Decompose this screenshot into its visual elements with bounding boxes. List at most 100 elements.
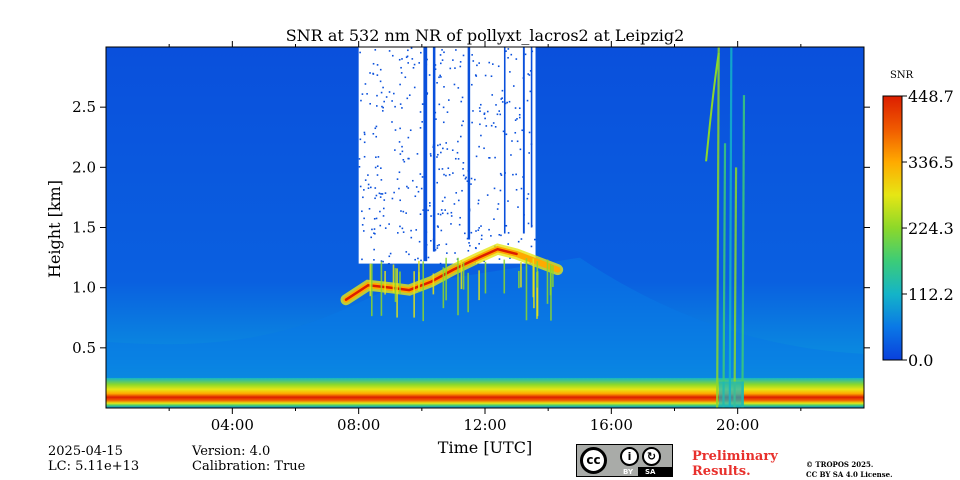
speckle — [405, 212, 407, 214]
speckle — [394, 105, 396, 108]
speckle — [375, 194, 378, 197]
badge-by-label: BY — [623, 468, 634, 476]
speckle — [496, 208, 499, 210]
speckle — [468, 208, 471, 211]
speckle — [458, 223, 461, 226]
speckle — [380, 260, 383, 262]
speckle — [434, 111, 437, 114]
speckle — [379, 80, 382, 83]
speckle — [384, 227, 387, 229]
speckle — [425, 244, 428, 246]
speckle — [441, 59, 444, 61]
speckle — [529, 90, 532, 93]
speckle — [442, 106, 445, 109]
speckle — [439, 54, 442, 56]
speckle — [507, 56, 509, 59]
speckle — [409, 129, 412, 132]
speckle — [505, 224, 508, 227]
speckle — [417, 257, 419, 260]
speckle — [477, 199, 480, 202]
speckle — [477, 229, 480, 231]
speckle — [421, 121, 424, 123]
speckle — [399, 225, 401, 228]
speckle — [424, 208, 427, 210]
speckle — [405, 56, 408, 59]
speckle — [388, 255, 391, 258]
speckle — [467, 170, 470, 172]
speckle — [507, 232, 510, 234]
speckle — [381, 110, 384, 112]
speckle — [500, 98, 503, 100]
speckle — [428, 202, 431, 204]
y-tick-label: 1.0 — [72, 279, 96, 297]
speckle — [459, 216, 461, 219]
speckle — [474, 74, 477, 76]
speckle — [490, 124, 493, 127]
speckle — [478, 107, 481, 109]
speckle — [385, 96, 388, 98]
share-alike-icon: ↻ — [642, 447, 661, 466]
speckle — [522, 77, 525, 79]
speckle — [526, 99, 529, 102]
speckle — [464, 232, 466, 235]
speckle — [477, 202, 480, 205]
speckle — [488, 157, 491, 159]
speckle — [507, 48, 510, 50]
colorbar-tick-label: 448.7 — [908, 87, 954, 106]
speckle — [376, 74, 379, 76]
speckle — [490, 235, 492, 237]
speckle — [432, 146, 434, 148]
no-data-gap-3 — [503, 47, 506, 234]
cloud-no-data-region — [358, 47, 536, 264]
speckle — [373, 248, 375, 251]
rain-streak-1 — [722, 143, 727, 408]
copyright-line-2: CC BY SA 4.0 License. — [806, 470, 893, 479]
speckle — [451, 149, 454, 152]
speckle — [530, 245, 533, 248]
speckle — [483, 112, 486, 115]
y-axis-label: Height [km] — [45, 180, 64, 278]
speckle — [381, 105, 383, 108]
speckle — [522, 176, 524, 178]
speckle — [516, 118, 518, 120]
speckle — [382, 207, 385, 210]
rain-streak-0 — [716, 47, 720, 408]
speckle — [375, 156, 377, 159]
speckle — [380, 193, 382, 195]
speckle — [509, 71, 511, 73]
speckle — [436, 81, 438, 84]
speckle — [360, 99, 362, 102]
speckle — [436, 181, 439, 184]
speckle — [452, 59, 454, 61]
speckle — [478, 227, 480, 229]
speckle — [427, 209, 429, 212]
chart-title: SNR at 532 nm NR of pollyxt_lacros2 at L… — [286, 26, 685, 45]
speckle — [383, 100, 385, 103]
speckle — [369, 72, 371, 74]
speckle — [399, 127, 401, 130]
speckle — [480, 238, 483, 240]
speckle — [375, 125, 378, 128]
speckle — [396, 178, 399, 180]
speckle — [474, 178, 476, 181]
speckle — [462, 174, 465, 177]
speckle — [514, 119, 517, 121]
speckle — [437, 153, 439, 156]
speckle — [464, 177, 467, 180]
speckle — [384, 192, 387, 194]
info-version: Version: 4.0 — [192, 444, 271, 459]
speckle — [401, 145, 403, 148]
speckle — [528, 131, 531, 134]
speckle — [408, 94, 411, 96]
speckle — [370, 186, 372, 189]
speckle — [376, 165, 379, 167]
speckle — [374, 127, 377, 130]
speckle — [514, 131, 517, 134]
speckle — [419, 111, 422, 113]
speckle — [445, 174, 447, 177]
no-data-gap-5 — [530, 47, 533, 228]
speckle — [374, 49, 377, 51]
speckle — [479, 110, 481, 113]
speckle — [446, 111, 449, 113]
speckle — [359, 138, 362, 141]
